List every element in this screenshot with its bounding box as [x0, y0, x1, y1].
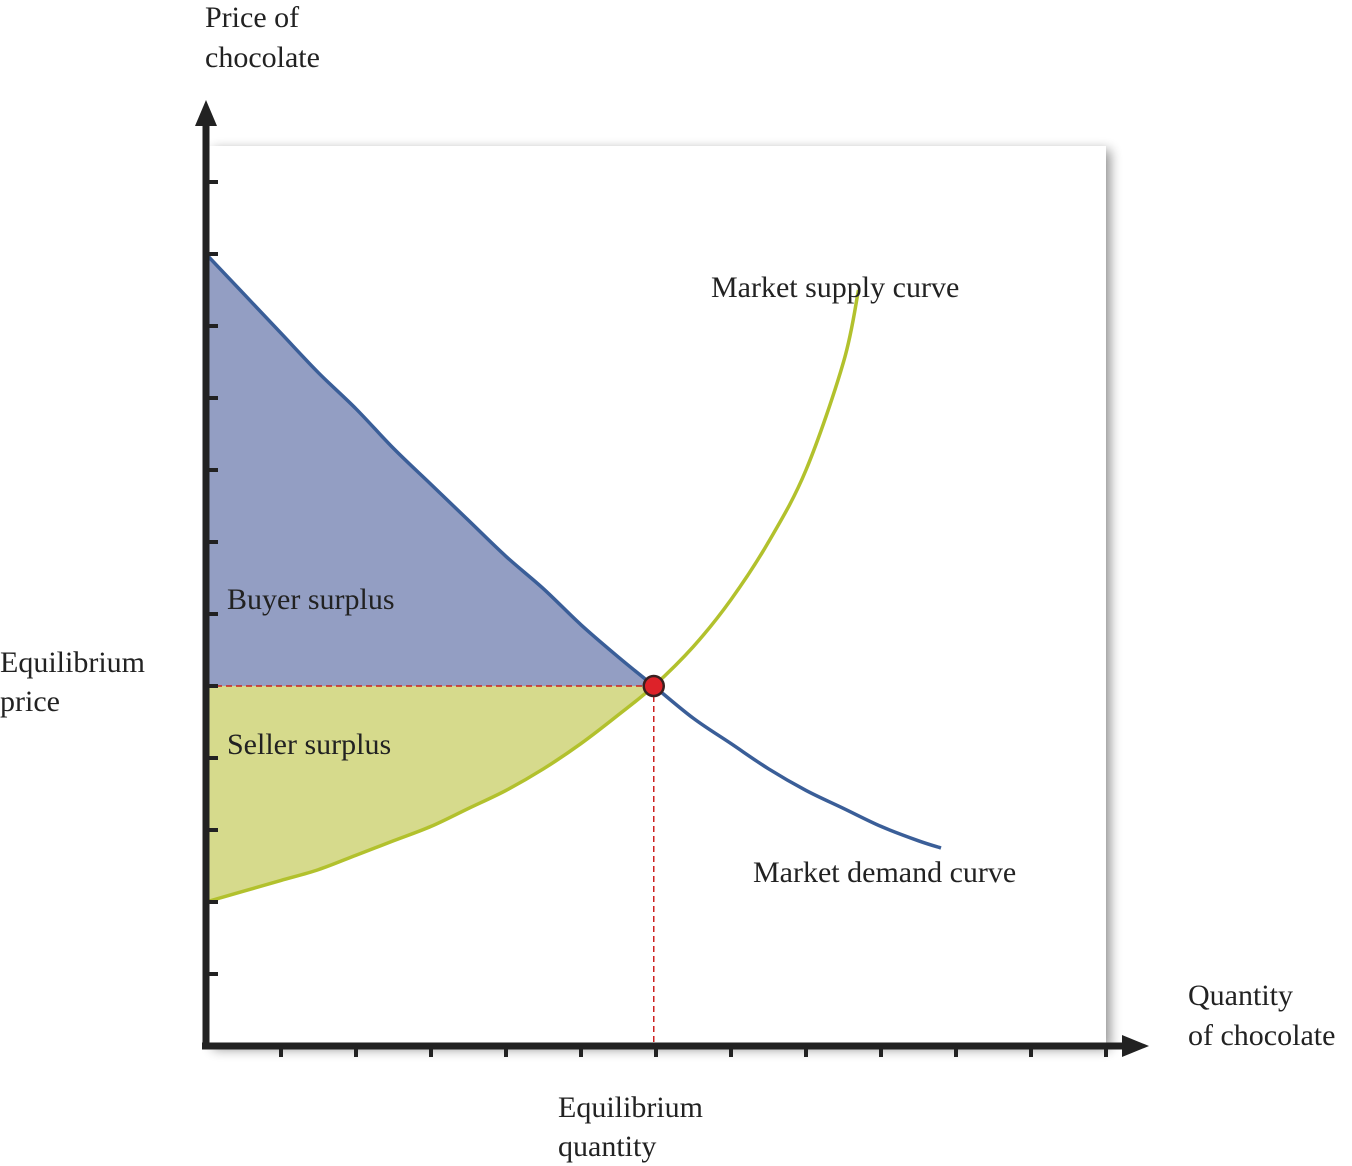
equilibrium-quantity-label-line1: Equilibrium — [558, 1091, 703, 1124]
supply-curve-label: Market supply curve — [711, 271, 959, 304]
y-axis-arrowhead — [195, 100, 217, 126]
y-axis-label-line2: chocolate — [205, 41, 320, 74]
y-axis-label-line1: Price of — [205, 1, 299, 34]
equilibrium-point — [642, 674, 665, 698]
equilibrium-price-label-line1: Equilibrium — [0, 646, 145, 679]
seller-surplus-area — [206, 686, 654, 902]
x-axis-label-line2: of chocolate — [1188, 1019, 1335, 1052]
supply-curve — [205, 289, 861, 904]
equilibrium-quantity-label-line2: quantity — [558, 1130, 656, 1163]
seller-surplus-label: Seller surplus — [227, 728, 391, 761]
buyer-surplus-area — [206, 254, 654, 686]
equilibrium-price-label-line2: price — [0, 685, 60, 718]
x-axis-label-line1: Quantity — [1188, 979, 1293, 1012]
demand-curve-label: Market demand curve — [753, 856, 1016, 889]
x-axis-arrowhead — [1122, 1035, 1149, 1057]
buyer-surplus-label: Buyer surplus — [227, 583, 395, 616]
demand-curve — [204, 252, 942, 850]
ticks — [206, 180, 1108, 1057]
